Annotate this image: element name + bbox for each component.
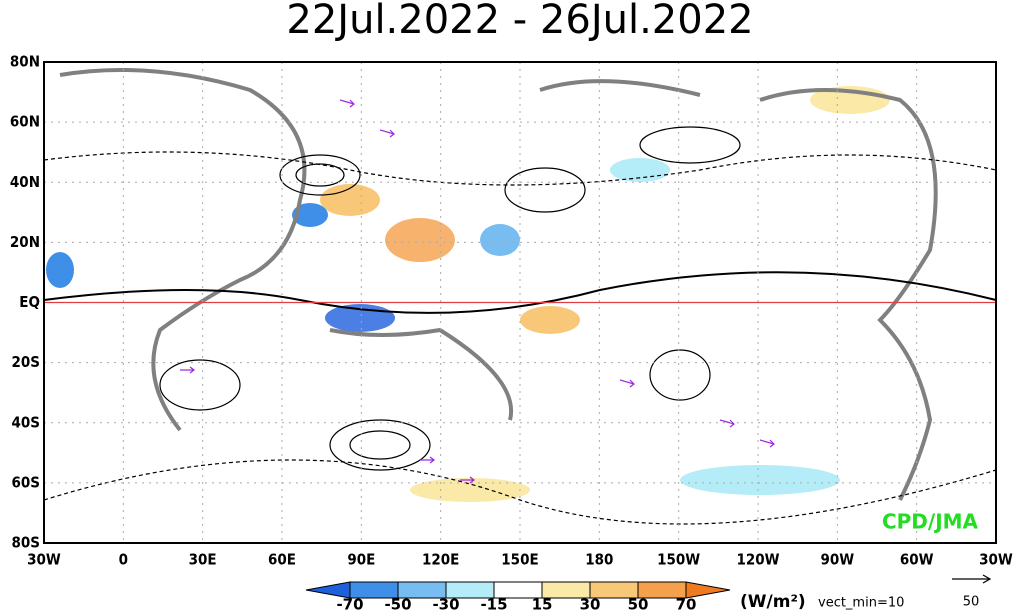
lon-label: 90W xyxy=(820,551,854,569)
lon-label: 90E xyxy=(347,551,375,569)
vector-note: vect_min=10 xyxy=(818,596,904,611)
lat-label: 40N xyxy=(10,173,40,191)
lon-label: 180 xyxy=(585,551,613,569)
credit: CPD/JMA xyxy=(882,510,979,534)
map-frame xyxy=(43,61,997,544)
lon-label: 0 xyxy=(119,551,128,569)
lat-label: EQ xyxy=(19,293,40,311)
lon-label: 120W xyxy=(736,551,779,569)
colorbar-label: -50 xyxy=(384,596,411,613)
lat-label: 40S xyxy=(12,413,41,431)
title: 22Jul.2022 - 26Jul.2022 xyxy=(286,0,753,43)
lon-label: 30E xyxy=(189,551,217,569)
lat-label: 80N xyxy=(10,53,40,71)
lon-label: 30W xyxy=(979,551,1013,569)
colorbar-label: 70 xyxy=(676,596,697,613)
colorbar-label: 15 xyxy=(532,596,553,613)
lon-label: 60W xyxy=(900,551,934,569)
lat-label: 60N xyxy=(10,113,40,131)
lon-label: 150E xyxy=(501,551,538,569)
lon-label: 150W xyxy=(657,551,700,569)
units: (W/m²) xyxy=(740,592,806,612)
reference-label: 50 xyxy=(963,595,980,610)
lon-label: 120E xyxy=(422,551,459,569)
colorbar-high xyxy=(685,581,731,599)
lon-label: 60E xyxy=(268,551,296,569)
colorbar-label: 50 xyxy=(628,596,649,613)
lat-label: 60S xyxy=(12,473,41,491)
colorbar-label: -15 xyxy=(480,596,507,613)
reference-arrow xyxy=(952,574,992,584)
lon-label: 30W xyxy=(27,551,61,569)
colorbar-label: -30 xyxy=(432,596,459,613)
colorbar-label: -70 xyxy=(336,596,363,613)
colorbar-label: 30 xyxy=(580,596,601,613)
lat-label: 20S xyxy=(12,353,41,371)
lat-label: 80S xyxy=(12,534,41,552)
lat-label: 20N xyxy=(10,233,40,251)
